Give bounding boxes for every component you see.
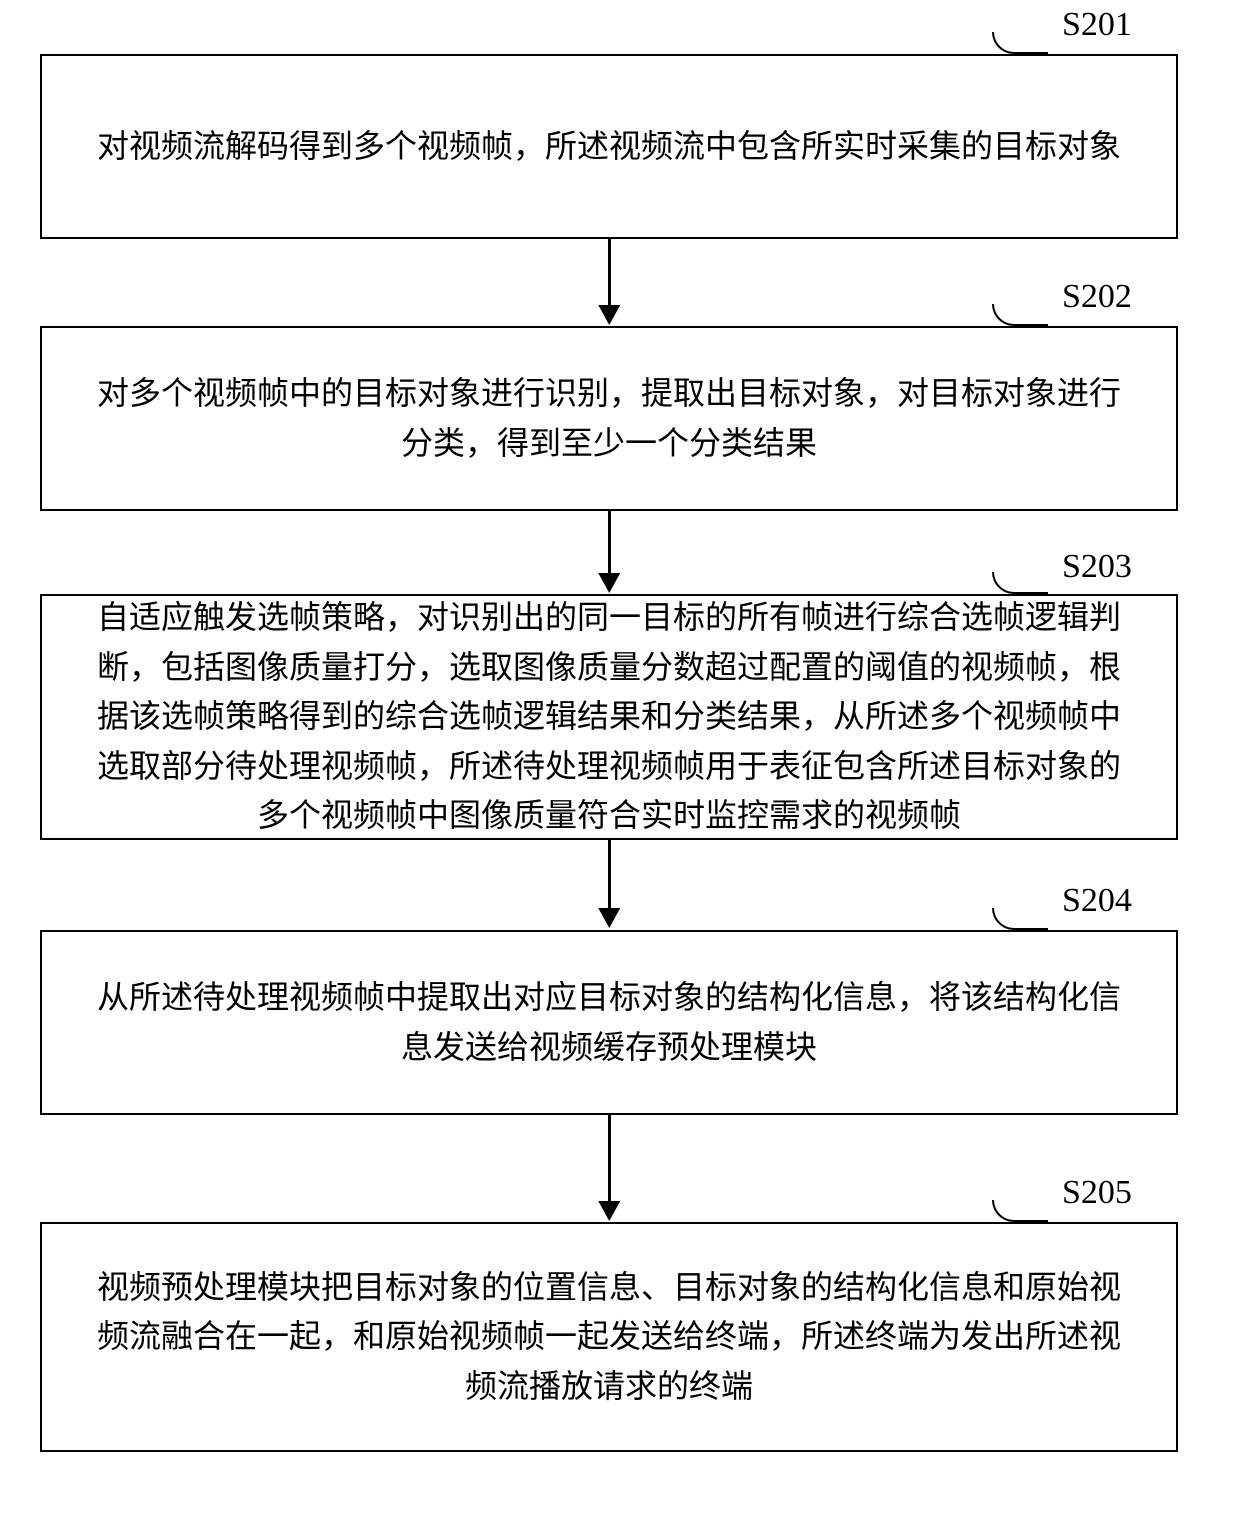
step-text: 对多个视频帧中的目标对象进行识别，提取出目标对象，对目标对象进行分类，得到至少一…	[82, 369, 1136, 468]
leader-line	[992, 304, 1048, 326]
arrow-line	[608, 840, 611, 910]
arrow-head-icon	[598, 1201, 620, 1221]
arrow-head-icon	[598, 573, 620, 593]
arrow-line	[608, 1115, 611, 1203]
step-label-s204: S204	[1062, 882, 1132, 920]
leader-line	[992, 32, 1048, 54]
step-text: 视频预处理模块把目标对象的位置信息、目标对象的结构化信息和原始视频流融合在一起，…	[82, 1263, 1136, 1412]
leader-line	[992, 572, 1048, 594]
step-box-s203: 自适应触发选帧策略，对识别出的同一目标的所有帧进行综合选帧逻辑判断，包括图像质量…	[40, 594, 1178, 840]
step-text: 对视频流解码得到多个视频帧，所述视频流中包含所实时采集的目标对象	[97, 122, 1121, 172]
step-label-s202: S202	[1062, 278, 1132, 316]
step-box-s205: 视频预处理模块把目标对象的位置信息、目标对象的结构化信息和原始视频流融合在一起，…	[40, 1222, 1178, 1452]
arrow-line	[608, 511, 611, 575]
step-box-s204: 从所述待处理视频帧中提取出对应目标对象的结构化信息，将该结构化信息发送给视频缓存…	[40, 930, 1178, 1115]
leader-line	[992, 908, 1048, 930]
step-label-s203: S203	[1062, 548, 1132, 586]
arrow-head-icon	[598, 305, 620, 325]
flowchart-container: S201 对视频流解码得到多个视频帧，所述视频流中包含所实时采集的目标对象 S2…	[0, 0, 1240, 1524]
arrow-head-icon	[598, 908, 620, 928]
step-label-s201: S201	[1062, 6, 1132, 44]
step-text: 自适应触发选帧策略，对识别出的同一目标的所有帧进行综合选帧逻辑判断，包括图像质量…	[82, 593, 1136, 841]
leader-line	[992, 1200, 1048, 1222]
step-box-s202: 对多个视频帧中的目标对象进行识别，提取出目标对象，对目标对象进行分类，得到至少一…	[40, 326, 1178, 511]
step-label-s205: S205	[1062, 1174, 1132, 1212]
step-text: 从所述待处理视频帧中提取出对应目标对象的结构化信息，将该结构化信息发送给视频缓存…	[82, 973, 1136, 1072]
step-box-s201: 对视频流解码得到多个视频帧，所述视频流中包含所实时采集的目标对象	[40, 54, 1178, 239]
arrow-line	[608, 239, 611, 307]
